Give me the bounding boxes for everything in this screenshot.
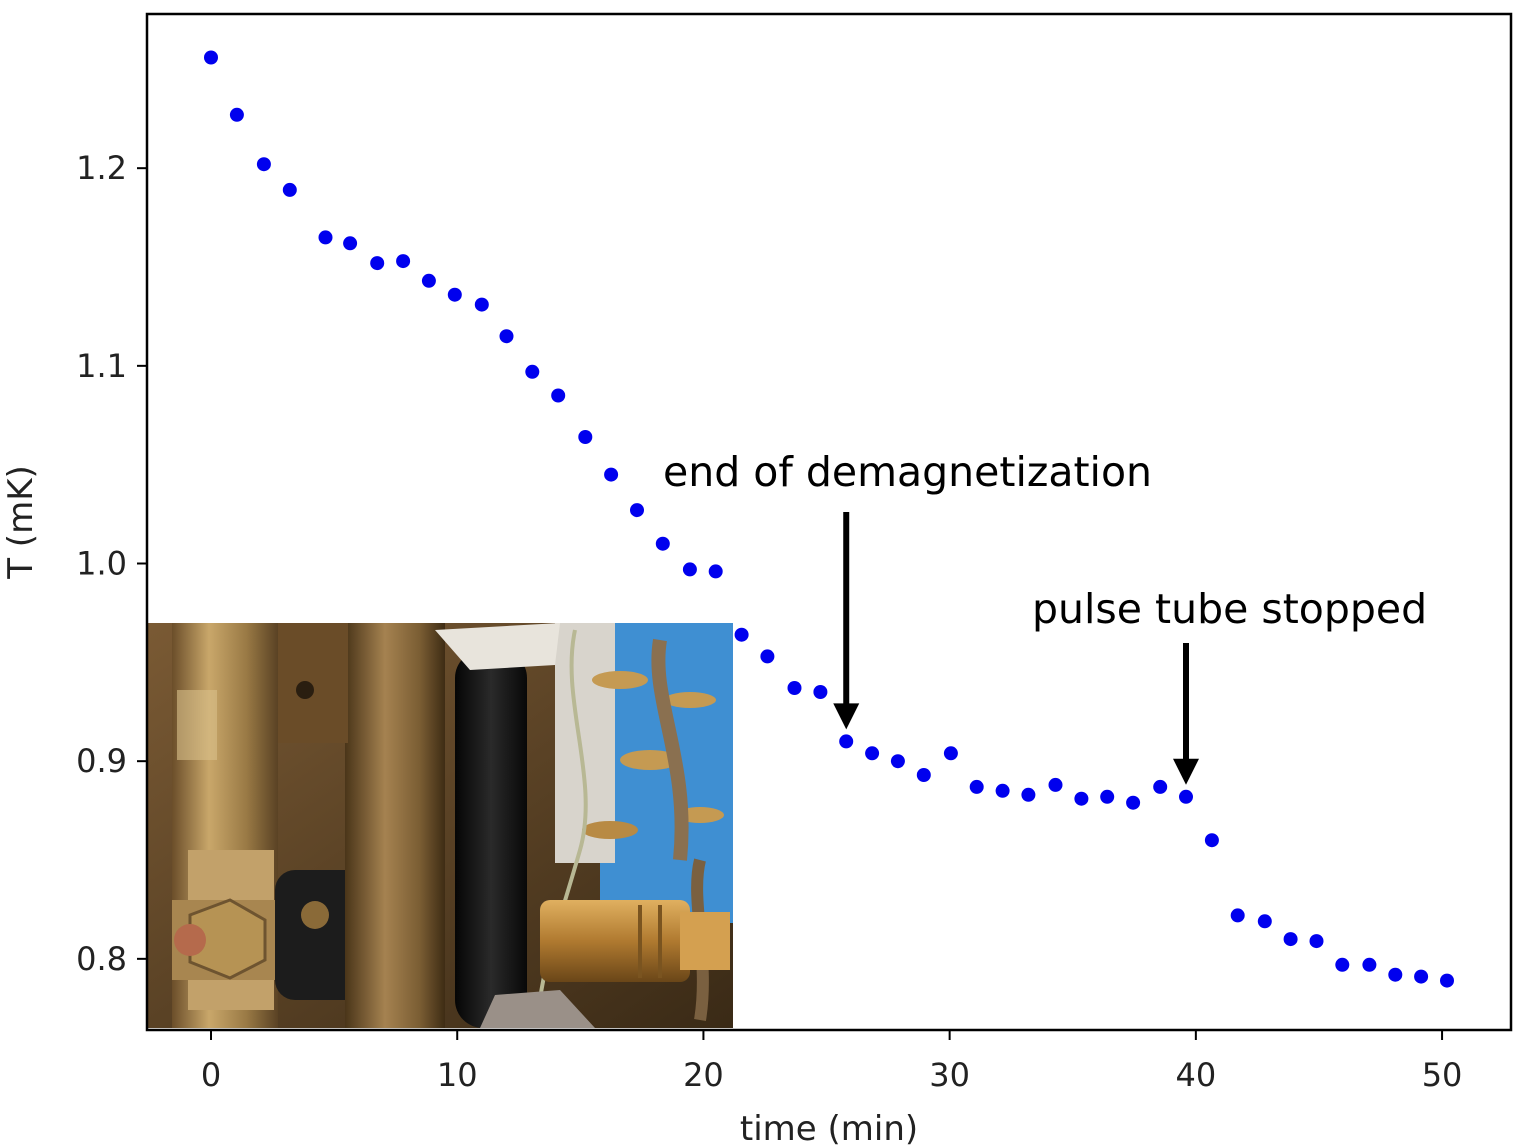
data-point	[1440, 973, 1454, 988]
x-tick-label: 20	[683, 1056, 724, 1094]
data-point	[1309, 934, 1324, 949]
data-point	[1335, 957, 1350, 972]
data-point	[1230, 908, 1245, 923]
data-point	[734, 627, 749, 642]
annotation-pulse-tube-stopped: pulse tube stopped	[1032, 585, 1427, 633]
data-point	[969, 779, 984, 794]
x-tick-label: 10	[437, 1056, 478, 1094]
data-point	[474, 297, 489, 312]
data-point	[1179, 789, 1193, 804]
data-point	[447, 287, 462, 302]
data-point	[1126, 795, 1141, 810]
data-points	[204, 50, 1454, 988]
y-axis-label: T (mK)	[1, 465, 41, 580]
data-point	[1048, 777, 1063, 792]
x-axis-ticks: 0 10 20 30 40 50	[201, 1030, 1463, 1094]
x-tick-label: 40	[1175, 1056, 1216, 1094]
data-point	[343, 236, 358, 251]
annotation-arrows	[833, 512, 1200, 785]
annotation-arrow-head	[833, 703, 860, 730]
data-point	[396, 254, 411, 269]
data-point	[1362, 957, 1377, 972]
x-tick-label: 30	[929, 1056, 970, 1094]
data-point	[370, 256, 385, 271]
data-point	[943, 746, 958, 761]
data-point	[1388, 967, 1403, 982]
data-point	[1021, 787, 1036, 802]
y-tick-label: 1.2	[76, 149, 127, 187]
y-tick-label: 0.8	[76, 940, 127, 978]
x-tick-label: 50	[1422, 1056, 1463, 1094]
data-point	[839, 734, 854, 749]
y-axis-ticks: 0.8 0.9 1.0 1.1 1.2	[76, 149, 147, 978]
axes-frame	[145, 12, 1513, 1032]
y-tick-label: 1.1	[76, 347, 127, 385]
data-point	[499, 329, 514, 344]
data-point	[318, 230, 333, 245]
data-point	[204, 50, 218, 65]
annotation-arrow-head	[1173, 758, 1200, 785]
data-point	[229, 107, 244, 122]
x-tick-label: 0	[201, 1056, 221, 1094]
data-point	[256, 157, 271, 172]
data-point	[578, 430, 593, 444]
data-point	[787, 681, 802, 695]
inset-photo	[147, 623, 733, 1028]
data-point	[865, 746, 880, 761]
data-point	[1153, 779, 1168, 794]
data-point	[995, 783, 1010, 798]
y-tick-label: 1.0	[76, 545, 127, 583]
data-point	[551, 388, 566, 403]
data-point	[813, 685, 828, 699]
data-point	[1204, 833, 1219, 848]
x-axis-label: time (min)	[740, 1109, 918, 1147]
data-point	[1257, 914, 1272, 929]
data-point	[760, 649, 775, 664]
data-point	[655, 536, 670, 551]
data-point	[421, 273, 436, 288]
data-point	[1100, 789, 1115, 804]
data-point	[890, 754, 905, 769]
data-point	[525, 364, 540, 379]
data-point	[604, 467, 619, 482]
data-point	[916, 768, 931, 782]
annotation-end-of-demagnetization: end of demagnetization	[663, 448, 1152, 496]
data-point	[1074, 791, 1089, 806]
data-point	[282, 182, 297, 197]
data-point	[1283, 932, 1298, 947]
data-point	[630, 503, 644, 518]
data-point	[708, 564, 723, 579]
data-point	[1414, 969, 1429, 984]
y-tick-label: 0.9	[76, 742, 127, 780]
data-point	[682, 562, 697, 577]
